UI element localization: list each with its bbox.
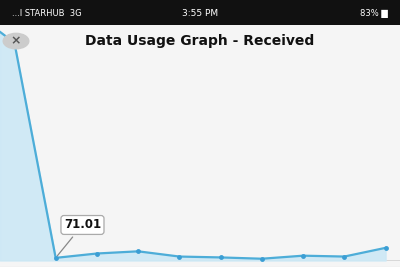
Text: ...l STARHUB  3G: ...l STARHUB 3G [12, 9, 82, 18]
Text: 71.01: 71.01 [58, 218, 101, 256]
Text: Data Usage Graph - Received: Data Usage Graph - Received [85, 34, 315, 48]
Text: 83% █: 83% █ [360, 9, 388, 18]
Text: 3:55 PM: 3:55 PM [182, 9, 218, 18]
Circle shape [3, 33, 29, 49]
Text: ×: × [11, 34, 21, 48]
